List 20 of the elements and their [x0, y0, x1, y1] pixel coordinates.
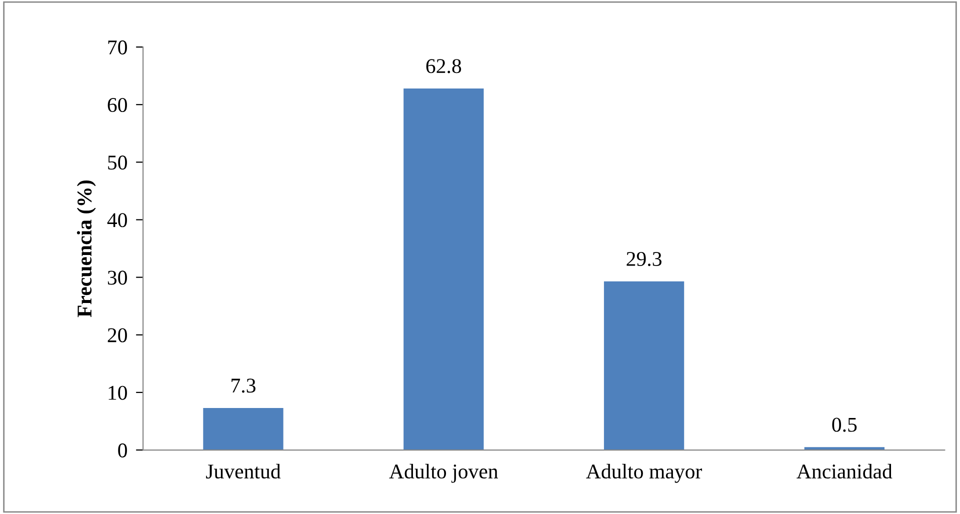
bar	[203, 408, 284, 450]
bar	[404, 88, 484, 450]
y-tick-label: 40	[107, 213, 127, 228]
data-label: 62.8	[426, 59, 462, 74]
x-tick-label: Juventud	[206, 464, 281, 479]
y-tick-label: 20	[108, 328, 127, 342]
x-tick-label: Ancianidad	[796, 464, 892, 479]
x-tick-label: Adulto joven	[389, 464, 498, 483]
x-tick-label: Adulto mayor	[586, 464, 702, 483]
y-tick-label: 60	[108, 98, 127, 112]
y-tick-label: 10	[108, 386, 127, 400]
y-tick-label: 70	[108, 40, 127, 54]
data-label: 29.3	[626, 252, 662, 266]
data-label: 7.3	[232, 378, 256, 393]
y-tick-label: 50	[108, 156, 127, 170]
y-axis-title: Frecuencia (%)	[76, 180, 96, 318]
data-label: 0.5	[832, 418, 857, 432]
bar	[604, 281, 684, 450]
y-tick-label: 0	[118, 443, 127, 458]
y-tick-label: 30	[108, 270, 127, 285]
